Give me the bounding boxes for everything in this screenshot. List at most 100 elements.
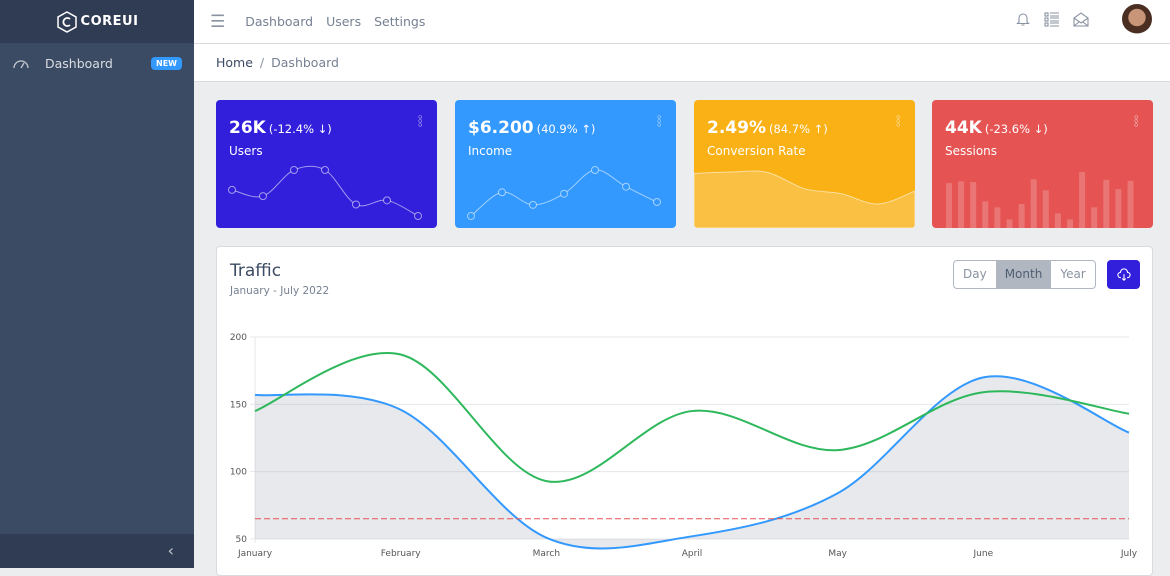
sparkline-point — [467, 212, 475, 220]
sparkline-bar — [970, 182, 977, 228]
widget-conversion-rate: 2.49% (84.7% ↑) Conversion Rate ◦ ◦ ◦ — [694, 100, 915, 228]
sparkline-point — [228, 185, 236, 194]
sparkline-bar — [946, 183, 952, 228]
sparkline-point — [414, 212, 422, 220]
hamburger-menu-icon[interactable]: ☰ — [210, 11, 226, 32]
sparkline-bar — [1103, 179, 1110, 228]
sparkline-bar — [1042, 190, 1049, 228]
widget-sparkline — [946, 172, 1134, 228]
y-tick-label: 50 — [236, 535, 248, 545]
widget-sparkline — [228, 165, 422, 220]
sparkline-bar — [1018, 204, 1025, 228]
sparkline-area — [694, 170, 915, 228]
x-tick-label: April — [682, 549, 703, 559]
widget-sparkline — [467, 166, 661, 220]
series-line-1 — [254, 375, 1130, 550]
x-tick-label: June — [973, 549, 994, 559]
sparkline-point — [529, 200, 537, 209]
sparkline-point — [259, 192, 267, 201]
widget-title: Users — [229, 144, 263, 158]
header: ☰ Dashboard Users Settings — [194, 0, 1170, 44]
brand-name: COREUI — [80, 14, 139, 29]
period-day-button[interactable]: Day — [963, 267, 987, 281]
x-tick-label: May — [828, 549, 847, 559]
download-button[interactable] — [1107, 260, 1140, 289]
more-options-icon[interactable]: ◦ ◦ ◦ — [656, 111, 663, 132]
widget-value: 44K (-23.6% ↓) — [945, 118, 1048, 138]
bell-icon[interactable] — [1015, 11, 1031, 27]
widget-title: Conversion Rate — [707, 144, 806, 158]
x-tick-label: February — [381, 549, 422, 559]
sparkline-bar — [1054, 213, 1061, 228]
period-month-button[interactable]: Month — [995, 261, 1052, 288]
sparkline-bar — [1067, 219, 1073, 228]
widget-income: $6.200 (40.9% ↑) Income ◦ ◦ ◦ — [455, 100, 676, 228]
widget-change: (-12.4% ↓) — [268, 122, 332, 136]
sparkline-bar — [1006, 219, 1013, 228]
series-line-2 — [254, 352, 1130, 483]
sparkline-bar — [1030, 179, 1037, 228]
x-tick-label: March — [533, 549, 560, 559]
chevron-left-icon: ‹ — [167, 541, 174, 560]
widget-change: (-23.6% ↓) — [984, 122, 1048, 136]
sparkline-bar — [1091, 207, 1098, 228]
sparkline-point — [498, 188, 506, 197]
sparkline-bar — [958, 181, 965, 228]
header-link-dashboard[interactable]: Dashboard — [245, 14, 314, 29]
breadcrumb: Home / Dashboard — [194, 44, 1170, 82]
traffic-subtitle: January - July 2022 — [230, 285, 330, 297]
x-tick-label: January — [237, 549, 273, 559]
header-link-settings[interactable]: Settings — [374, 14, 426, 29]
sparkline-bar — [1115, 189, 1122, 228]
y-tick-label: 200 — [230, 333, 247, 343]
widget-value-number: 26K — [229, 118, 266, 138]
sparkline-point — [321, 166, 329, 174]
cloud-download-icon — [1116, 267, 1131, 281]
traffic-title: Traffic — [230, 261, 282, 281]
new-badge: NEW — [151, 56, 182, 70]
widget-title: Income — [468, 144, 513, 158]
sparkline-point — [560, 189, 568, 198]
sidebar-toggler[interactable]: ‹ — [0, 534, 194, 568]
list-icon[interactable] — [1044, 11, 1060, 27]
more-options-icon[interactable]: ◦ ◦ ◦ — [895, 111, 902, 132]
envelope-open-icon[interactable] — [1073, 11, 1089, 27]
widget-value: 26K (-12.4% ↓) — [229, 118, 332, 138]
sidebar: COREUI Dashboard NEW ‹ — [0, 0, 194, 568]
sparkline-bar — [1079, 172, 1086, 228]
widget-sessions: 44K (-23.6% ↓) Sessions ◦ ◦ ◦ — [932, 100, 1153, 228]
widget-title: Sessions — [945, 144, 998, 158]
sparkline-point — [622, 182, 630, 191]
widget-change: (40.9% ↑) — [536, 122, 596, 136]
widget-value-number: $6.200 — [468, 118, 534, 138]
widget-users: 26K (-12.4% ↓) Users ◦ ◦ ◦ — [216, 100, 437, 228]
sidebar-item-dashboard[interactable]: Dashboard NEW — [0, 43, 194, 83]
widget-value: $6.200 (40.9% ↑) — [468, 118, 595, 138]
sparkline-bar — [994, 207, 1001, 228]
x-tick-label: July — [1120, 549, 1138, 559]
header-link-users[interactable]: Users — [326, 14, 362, 29]
more-options-icon[interactable]: ◦ ◦ ◦ — [417, 111, 424, 132]
more-options-icon[interactable]: ◦ ◦ ◦ — [1133, 111, 1140, 132]
user-avatar[interactable] — [1122, 4, 1152, 34]
widget-value-number: 2.49% — [707, 118, 766, 138]
widget-sparkline — [694, 170, 915, 228]
sparkline-point — [383, 196, 391, 205]
y-tick-label: 100 — [230, 468, 247, 478]
period-toggle: Day Month Year — [953, 260, 1096, 289]
y-tick-label: 150 — [230, 400, 247, 410]
sparkline-point — [653, 198, 661, 207]
coreui-logo-icon — [56, 10, 77, 33]
period-year-button[interactable]: Year — [1060, 267, 1086, 281]
speedometer-icon — [13, 60, 29, 69]
breadcrumb-home[interactable]: Home — [216, 55, 253, 70]
widget-value: 2.49% (84.7% ↑) — [707, 118, 828, 138]
sparkline-bar — [1127, 180, 1134, 228]
widget-change: (84.7% ↑) — [768, 122, 828, 136]
traffic-chart: 50 100 150 200 January February March April May J… — [230, 333, 1138, 559]
sparkline-point — [290, 166, 298, 174]
brand-logo[interactable]: COREUI — [0, 0, 194, 43]
breadcrumb-separator: / — [259, 55, 265, 70]
breadcrumb-current: Dashboard — [271, 55, 339, 70]
widget-value-number: 44K — [945, 118, 982, 138]
